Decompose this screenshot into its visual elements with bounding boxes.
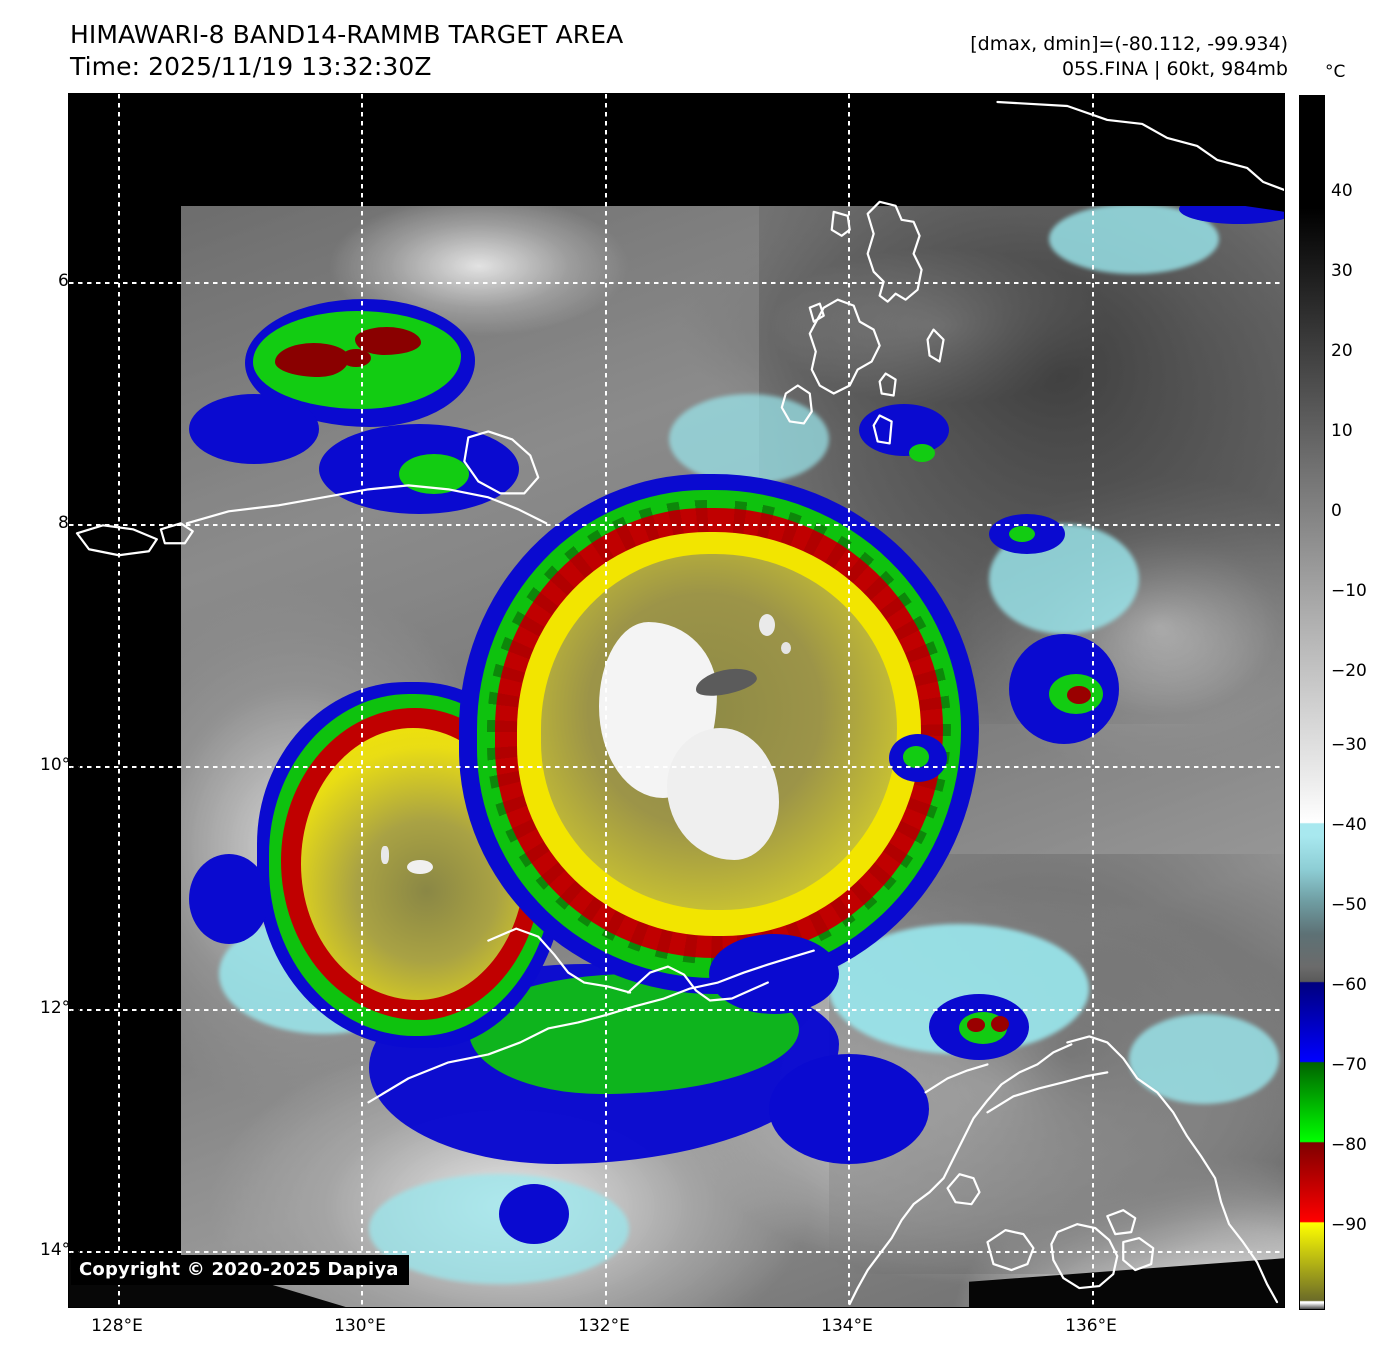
cyan-fringe: [1129, 1014, 1279, 1104]
timestamp-label: Time: 2025/11/19 13:32:30Z: [70, 52, 432, 81]
cyan-fringe: [669, 394, 829, 484]
y-tick-label: 10°S: [40, 755, 81, 775]
scattered-cell-blue: [769, 1054, 929, 1164]
storm-info-label: 05S.FINA | 60kt, 984mb: [1061, 58, 1288, 80]
y-tick-label: 6°S: [58, 271, 89, 291]
scattered-cell-red: [967, 1018, 985, 1032]
x-tick-label: 128°E: [91, 1316, 143, 1336]
scattered-cell-red: [991, 1016, 1009, 1032]
scattered-cell-green: [399, 454, 469, 494]
x-tick-label: 136°E: [1065, 1316, 1117, 1336]
scattered-cell-green: [903, 746, 929, 768]
colorbar-tick-label: 0: [1331, 501, 1342, 521]
infrared-raster: Copyright © 2020-2025 Dapiya: [69, 94, 1284, 1307]
colorbar-tick-label: −10: [1331, 581, 1367, 601]
y-tick-label: 14°S: [40, 1240, 81, 1260]
colorbar-tick-label: −50: [1331, 895, 1367, 915]
temperature-colorbar[interactable]: [1299, 95, 1325, 1310]
colorbar-tick-label: 10: [1331, 421, 1353, 441]
scattered-cell-blue: [709, 934, 839, 1014]
colorbar-tick-label: 20: [1331, 341, 1353, 361]
colorbar-tick-label: −90: [1331, 1215, 1367, 1235]
nw-cell-red-core: [341, 349, 371, 367]
colorbar-tick-label: −70: [1331, 1055, 1367, 1075]
cdo2-coldest-pixel: [381, 846, 389, 864]
y-tick-label: 8°S: [58, 513, 89, 533]
x-tick-label: 132°E: [578, 1316, 630, 1336]
satellite-plot-area: Copyright © 2020-2025 Dapiya: [68, 93, 1285, 1308]
colorbar-tick-label: 40: [1331, 181, 1353, 201]
no-data-mask-left: [69, 94, 181, 1307]
colorbar-tick-label: −30: [1331, 735, 1367, 755]
cyan-fringe: [369, 1174, 629, 1284]
cdo-coldest-pixel: [781, 642, 791, 654]
scattered-cell-green: [1009, 526, 1035, 542]
colorbar-tick-label: −60: [1331, 975, 1367, 995]
colorbar-tick-label: −40: [1331, 815, 1367, 835]
colorbar-tick-label: 30: [1331, 261, 1353, 281]
scattered-cell-blue: [189, 854, 269, 944]
cdo2-coldest-pixel: [407, 860, 433, 874]
x-tick-label: 130°E: [334, 1316, 386, 1336]
scattered-cell-blue: [189, 394, 319, 464]
cdo-coldest-overshoot: [667, 728, 779, 860]
scattered-cell-blue: [499, 1184, 569, 1244]
scattered-cell-red: [1067, 686, 1091, 704]
y-tick-label: 12°S: [40, 998, 81, 1018]
nw-convective-cell: [245, 299, 475, 427]
scattered-cell-blue: [859, 404, 949, 456]
dmax-dmin-label: [dmax, dmin]=(-80.112, -99.934): [970, 33, 1288, 55]
x-tick-label: 134°E: [821, 1316, 873, 1336]
colorbar-unit-label: °C: [1325, 62, 1346, 82]
nw-cell-red-core: [275, 343, 349, 377]
scattered-cell-green: [909, 444, 935, 462]
primary-cdo: [459, 474, 979, 994]
copyright-badge: Copyright © 2020-2025 Dapiya: [71, 1255, 409, 1285]
colorbar-tick-label: −20: [1331, 661, 1367, 681]
colorbar-tick-label: −80: [1331, 1135, 1367, 1155]
cdo-coldest-pixel: [759, 614, 775, 636]
page-title: HIMAWARI-8 BAND14-RAMMB TARGET AREA: [70, 20, 624, 49]
